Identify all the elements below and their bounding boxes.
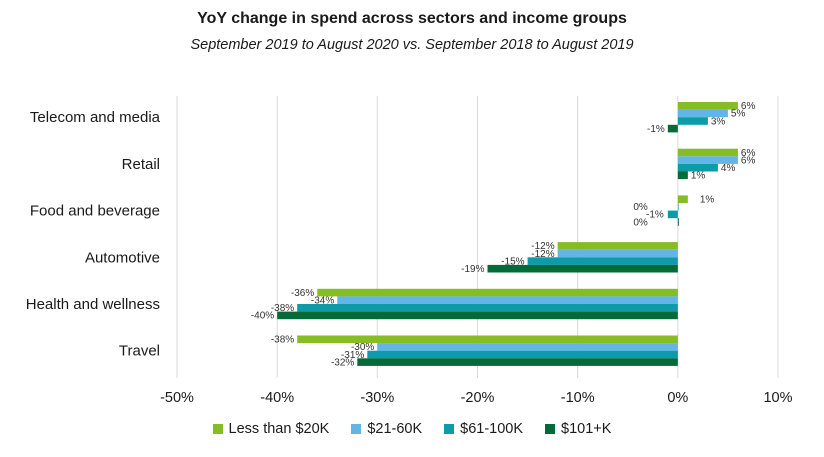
- data-label: -32%: [331, 357, 354, 368]
- bar: [277, 311, 678, 320]
- bar: [527, 257, 678, 265]
- x-tick-label: -40%: [260, 390, 294, 406]
- legend-label: $101+K: [561, 421, 612, 437]
- bar: [677, 148, 738, 157]
- bar: [677, 163, 718, 172]
- legend-item: $101+K: [545, 421, 611, 437]
- bar: [337, 296, 678, 304]
- data-label: 6%: [741, 155, 756, 166]
- category-label: Telecom and media: [30, 109, 161, 126]
- data-label: -40%: [251, 311, 274, 322]
- data-label: -38%: [271, 303, 294, 314]
- chart-subtitle: September 2019 to August 2020 vs. Septem…: [190, 37, 634, 53]
- category-label: Automotive: [85, 249, 160, 266]
- legend-swatch: [545, 424, 556, 434]
- legend-swatch: [351, 424, 362, 434]
- legend-swatch: [444, 424, 455, 434]
- data-label: -12%: [531, 249, 554, 260]
- data-label: -30%: [351, 342, 374, 353]
- data-label: 5%: [731, 109, 746, 120]
- category-label: Travel: [119, 343, 160, 360]
- legend-item: $21-60K: [351, 421, 422, 437]
- bar: [317, 288, 678, 297]
- data-label: -19%: [461, 264, 484, 275]
- bar: [677, 102, 738, 110]
- bar: [377, 343, 678, 351]
- bar: [677, 109, 728, 118]
- x-tick-label: -50%: [160, 390, 194, 406]
- bar: [677, 195, 688, 203]
- category-label: Food and beverage: [30, 203, 160, 220]
- x-tick-label: -10%: [561, 390, 595, 406]
- bar-chart: -50% -40% -30% -20% -10% 0% 10% Telecom and med…: [26, 96, 793, 406]
- data-label: 6%: [741, 101, 756, 112]
- bar: [677, 117, 708, 125]
- legend-item: $61-100K: [444, 421, 523, 437]
- x-tick-label: 10%: [763, 390, 792, 406]
- bar: [367, 350, 678, 359]
- data-label: -1%: [647, 124, 665, 135]
- legend-label: Less than $20K: [228, 421, 330, 437]
- bar: [557, 249, 678, 258]
- data-label: 3%: [711, 116, 726, 127]
- bar: [677, 218, 679, 226]
- legend-item: Less than $20K: [212, 421, 330, 437]
- bar: [677, 203, 679, 211]
- bar: [557, 242, 678, 250]
- data-label: -1%: [646, 210, 664, 221]
- data-label: 0%: [633, 202, 648, 213]
- data-label: 1%: [700, 195, 715, 206]
- data-label: -36%: [291, 288, 314, 299]
- data-label: -31%: [341, 350, 364, 361]
- bar: [297, 335, 678, 344]
- data-label: 0%: [633, 217, 648, 228]
- bar: [667, 210, 678, 219]
- x-tick-label: -30%: [360, 390, 394, 406]
- legend-swatch: [212, 424, 223, 434]
- category-label: Retail: [122, 156, 160, 173]
- bar: [297, 304, 678, 312]
- bar: [667, 124, 678, 133]
- data-label: -15%: [501, 256, 524, 267]
- data-label: -34%: [311, 296, 334, 307]
- legend-label: $61-100K: [460, 421, 524, 437]
- data-label: 4%: [721, 163, 736, 174]
- data-label: 6%: [741, 148, 756, 159]
- legend: Less than $20K $21-60K $61-100K $101+K: [0, 421, 824, 437]
- bar: [487, 264, 678, 273]
- legend-label: $21-60K: [367, 421, 423, 437]
- bar: [357, 358, 678, 366]
- data-label: -12%: [531, 241, 554, 252]
- bar: [677, 156, 738, 164]
- x-tick-label: -20%: [461, 390, 495, 406]
- chart-title: YoY change in spend across sectors and i…: [197, 10, 627, 27]
- data-label: 1%: [691, 171, 706, 182]
- data-label: -38%: [271, 335, 294, 346]
- category-label: Health and wellness: [26, 296, 160, 313]
- x-tick-label: 0%: [667, 390, 688, 406]
- bar: [677, 171, 688, 180]
